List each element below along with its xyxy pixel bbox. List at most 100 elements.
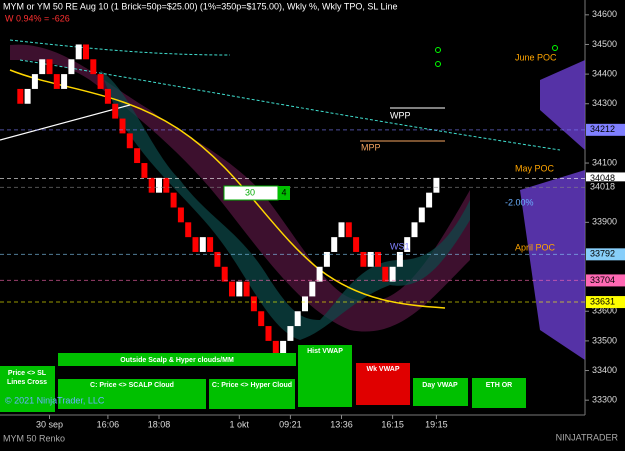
brick — [163, 177, 170, 193]
signal-dot — [435, 47, 441, 53]
y-tick-label: 33500 — [592, 335, 617, 345]
price-label: 34048 — [590, 173, 615, 183]
brick — [24, 88, 31, 104]
annotation: 4 — [281, 187, 286, 197]
button[interactable] — [58, 353, 296, 366]
brick — [396, 251, 403, 267]
y-tick-label: 34400 — [592, 68, 617, 78]
copyright: © 2021 NinjaTrader, LLC — [5, 395, 105, 405]
x-tick-label: 30 sep — [36, 419, 63, 429]
button-label: C: Price <> SCALP Cloud — [90, 382, 174, 389]
brick — [426, 192, 433, 208]
button[interactable] — [0, 366, 55, 412]
brick — [177, 207, 184, 223]
price-label: 34018 — [590, 182, 615, 192]
button-label: Outside Scalp & Hyper clouds/MM — [120, 357, 234, 364]
price-label-box — [586, 296, 625, 309]
brick — [280, 340, 287, 356]
brick — [360, 251, 367, 267]
button-label: Lines Cross — [7, 379, 47, 386]
button-label: Hist VWAP — [307, 348, 343, 355]
annotation: May POC — [515, 163, 555, 173]
brick — [433, 177, 440, 193]
annotation: June POC — [515, 52, 557, 62]
annotation: 30 — [245, 187, 255, 197]
y-tick-label: 33900 — [592, 217, 617, 227]
sl-line — [0, 104, 131, 141]
brick — [214, 251, 221, 267]
brick — [170, 192, 177, 208]
brick — [236, 281, 243, 297]
price-label: 33792 — [590, 249, 615, 259]
y-tick-label: 34500 — [592, 39, 617, 49]
brick — [229, 281, 235, 297]
brick — [287, 326, 294, 341]
y-tick-label: 33600 — [592, 306, 617, 316]
button[interactable] — [472, 378, 526, 408]
price-label-box — [586, 123, 625, 136]
price-label: 33704 — [590, 275, 615, 285]
brick — [148, 177, 155, 193]
brick — [112, 103, 119, 119]
annotation: WS1 — [390, 241, 410, 251]
indicator-line — [9, 39, 231, 56]
button[interactable] — [298, 345, 352, 407]
annotation: April POC — [515, 242, 556, 252]
button-label: Day VWAP — [422, 382, 458, 389]
price-label: 34212 — [590, 124, 615, 134]
brick — [17, 88, 24, 104]
brick — [199, 237, 206, 252]
brick — [411, 222, 418, 238]
brick — [185, 222, 192, 238]
brick — [61, 74, 68, 89]
brick — [68, 59, 75, 75]
brick — [221, 266, 228, 282]
price-label-box — [586, 181, 625, 194]
brick — [338, 222, 345, 238]
brick — [389, 266, 396, 282]
brick — [272, 340, 279, 356]
button[interactable] — [209, 379, 295, 409]
annotation: MPP — [361, 142, 381, 152]
y-tick-label: 34600 — [592, 9, 617, 19]
x-tick-label: 1 okt — [230, 419, 250, 429]
brick — [156, 177, 162, 193]
volume-profile — [520, 60, 585, 360]
brick — [331, 237, 338, 252]
x-tick-label: 09:21 — [279, 419, 302, 429]
x-tick-label: 16:15 — [381, 419, 404, 429]
x-tick-label: 16:06 — [97, 419, 120, 429]
y-tick-label: 34300 — [592, 98, 617, 108]
brick — [126, 133, 133, 149]
cloud — [100, 70, 470, 340]
instrument: MYM 50 Renko — [3, 433, 65, 443]
x-tick-label: 13:36 — [330, 419, 353, 429]
brick — [382, 266, 389, 282]
button[interactable] — [58, 379, 206, 409]
indicator-line — [19, 59, 561, 151]
brick — [367, 251, 374, 267]
signal-dot — [552, 45, 558, 51]
brick — [119, 118, 126, 134]
brick — [192, 237, 199, 252]
button[interactable] — [356, 363, 410, 405]
brick — [97, 74, 104, 89]
brick — [46, 59, 53, 75]
brick — [90, 59, 97, 75]
brick — [134, 148, 141, 164]
price-label-box — [586, 248, 625, 261]
brick — [302, 296, 308, 312]
button[interactable] — [413, 378, 468, 406]
button-label: ETH OR — [486, 382, 512, 389]
brick — [309, 281, 316, 297]
chart-title: MYM or YM 50 RE Aug 10 (1 Brick=50p=$25.… — [3, 1, 398, 11]
brick — [418, 207, 425, 223]
brick — [53, 74, 60, 89]
subtitle: W 0.94% = -626 — [5, 13, 70, 23]
price-label-box — [586, 274, 625, 287]
brick — [316, 266, 323, 282]
brick — [265, 326, 272, 341]
brick — [353, 237, 360, 252]
y-tick-label: 34100 — [592, 157, 617, 167]
